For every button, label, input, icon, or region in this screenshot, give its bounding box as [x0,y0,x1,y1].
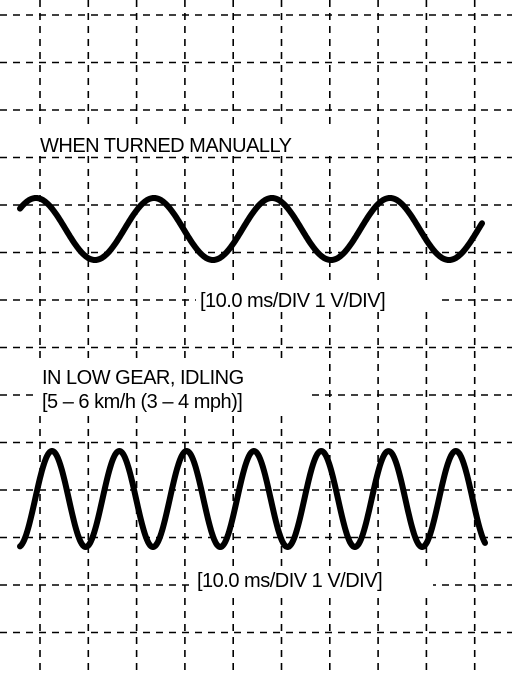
label-backdrop [36,130,352,156]
label-backdrop [196,286,436,312]
scale-label: [10.0 ms/DIV 1 V/DIV] [200,290,385,312]
label-backdrop [38,364,312,414]
panel-title: WHEN TURNED MANUALLY [40,135,292,157]
label-backdrop [193,566,433,592]
waveform-manual [17,195,485,263]
scale-label: [10.0 ms/DIV 1 V/DIV] [197,570,382,592]
panel-title: IN LOW GEAR, IDLING [42,367,244,389]
waveform-idling [17,448,488,550]
panel-subtitle: [5 – 6 km/h (3 – 4 mph)] [42,391,242,413]
